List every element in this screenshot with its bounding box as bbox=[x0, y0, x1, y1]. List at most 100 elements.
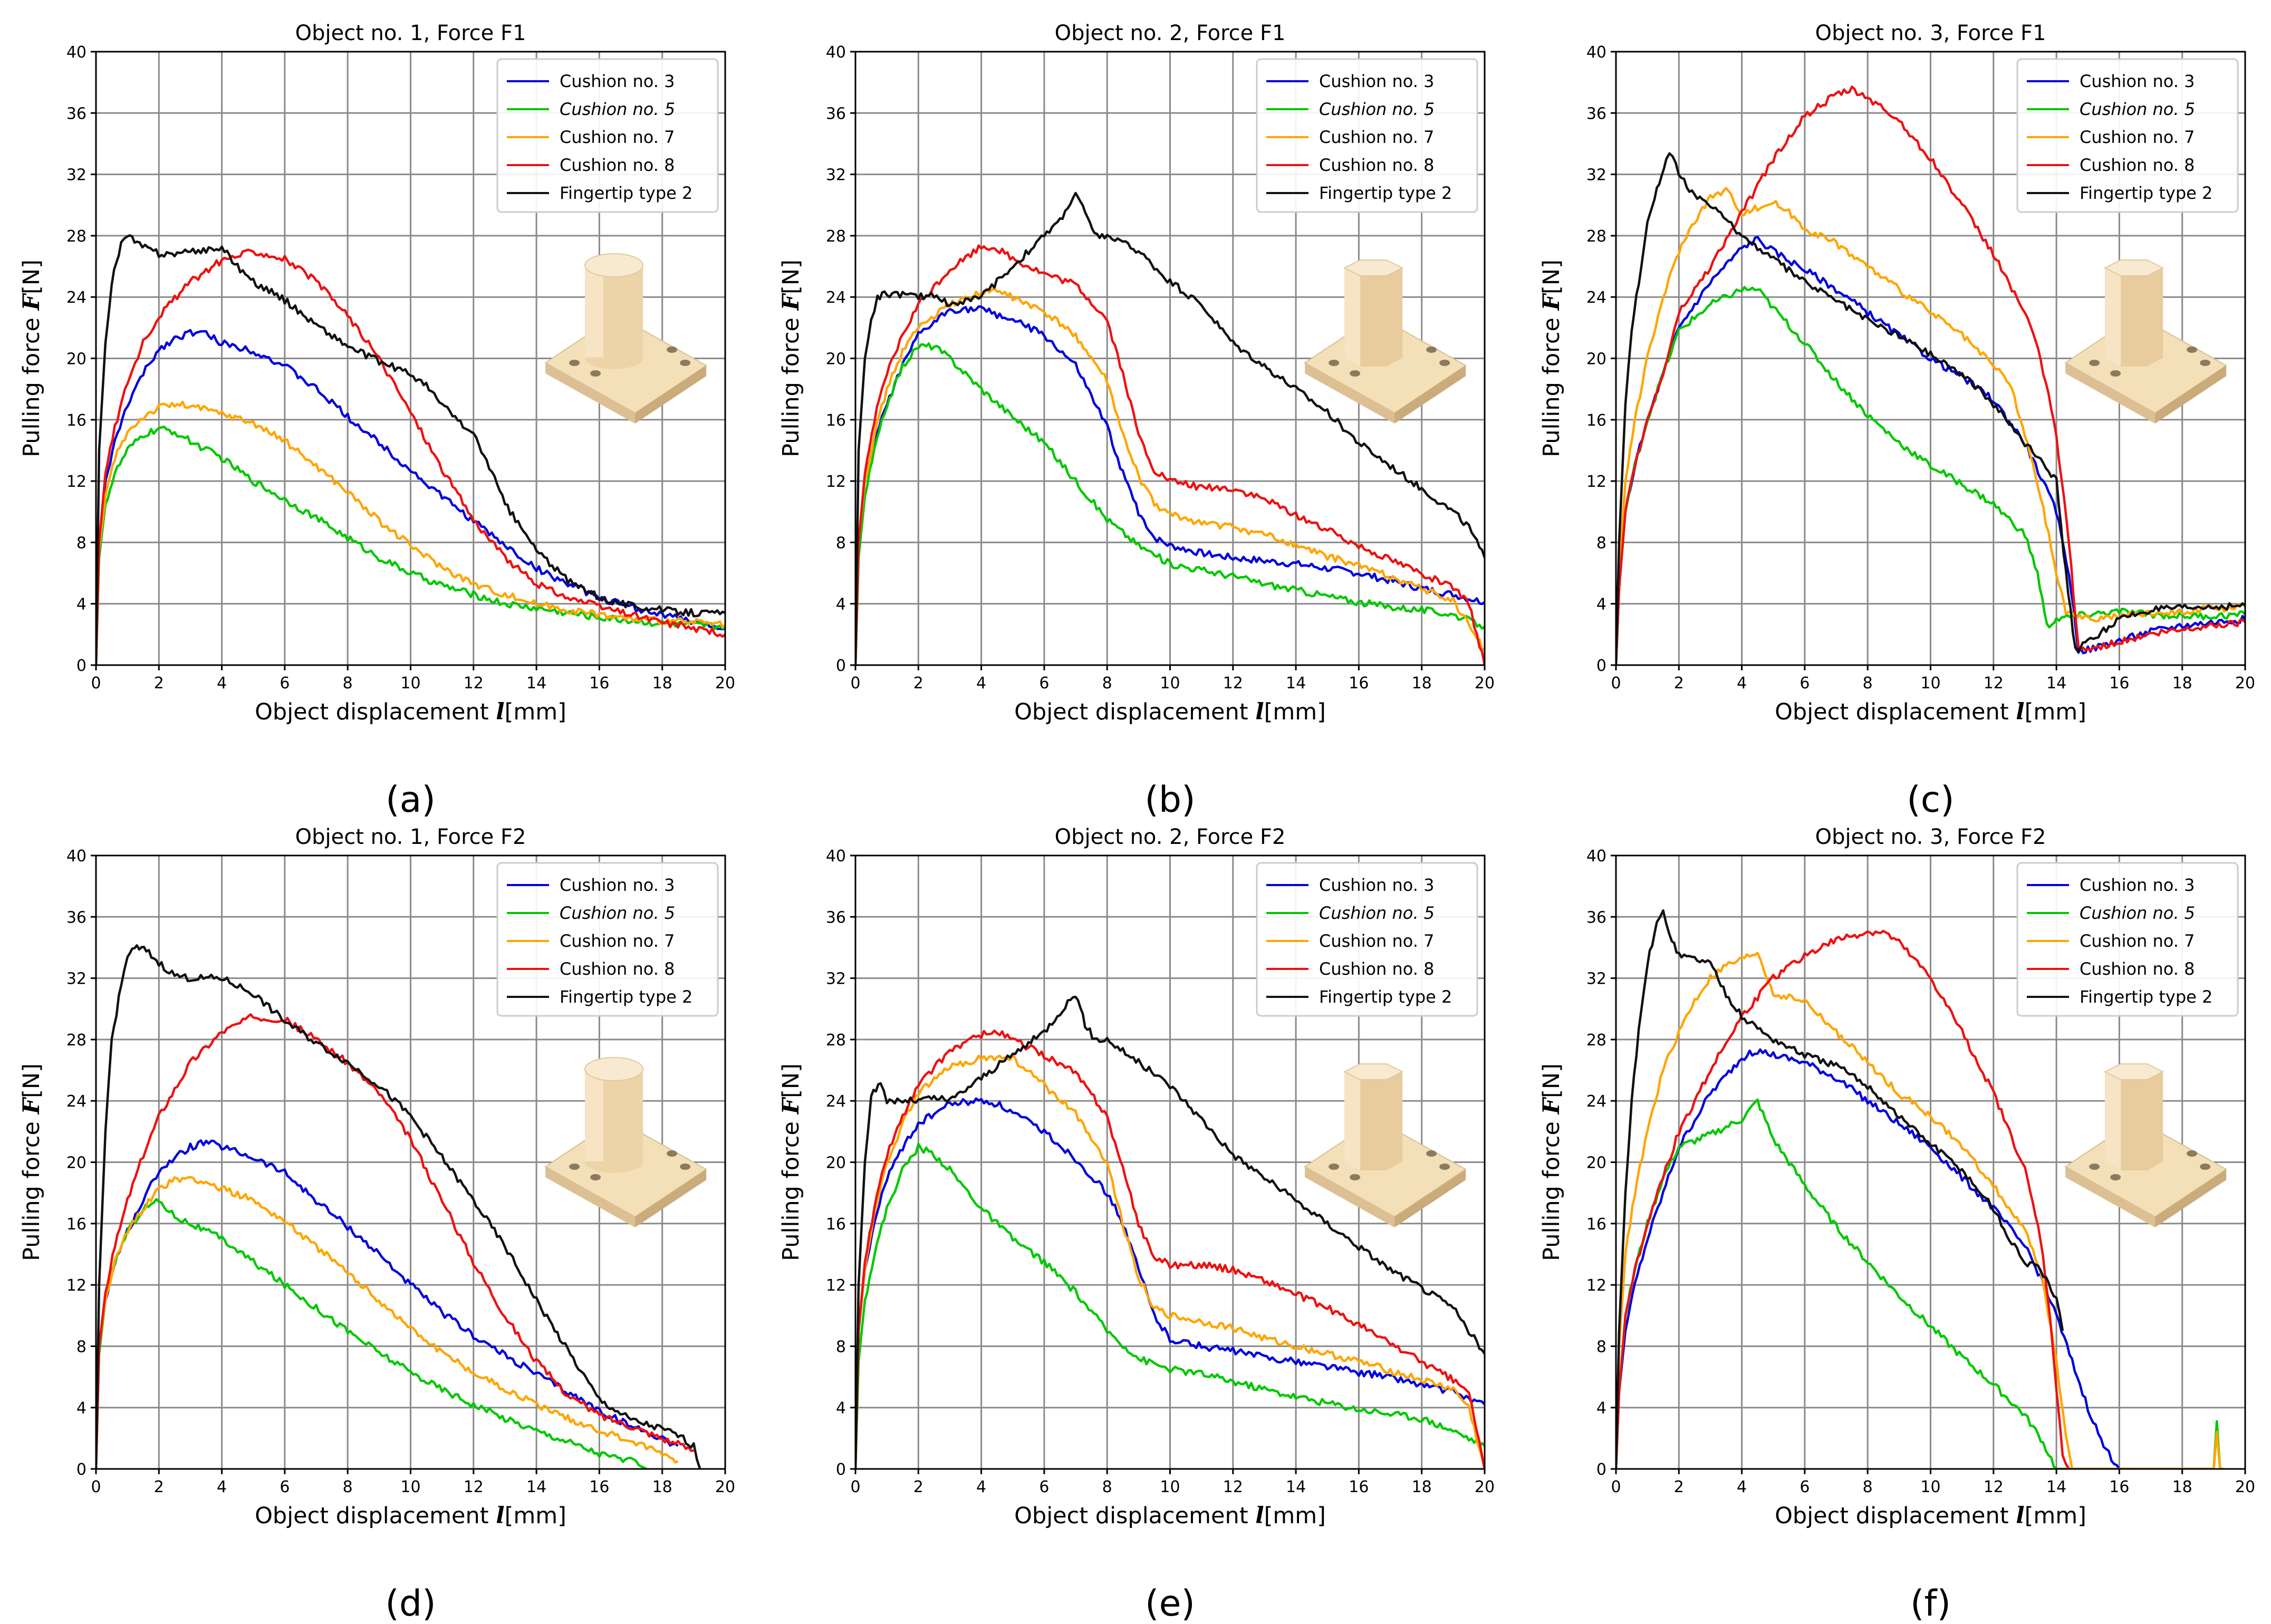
series-line-1 bbox=[855, 1097, 1485, 1469]
x-tick-label: 4 bbox=[217, 674, 227, 693]
series-line-4 bbox=[855, 244, 1485, 665]
legend-entry: Cushion no. 3 bbox=[2080, 71, 2195, 91]
object-illustration-icon bbox=[544, 253, 708, 424]
x-tick-label: 8 bbox=[1102, 1478, 1112, 1496]
y-tick-label: 0 bbox=[1596, 657, 1606, 675]
y-tick-label: 20 bbox=[826, 350, 846, 369]
x-tick-label: 2 bbox=[913, 674, 923, 693]
x-tick-label: 8 bbox=[1863, 1478, 1873, 1496]
legend-box bbox=[1256, 58, 1478, 213]
y-tick-label: 8 bbox=[1596, 1338, 1606, 1356]
legend: Cushion no. 3 Cushion no. 5 Cushion no. 7 C… bbox=[2016, 862, 2239, 1017]
x-tick-label: 14 bbox=[526, 674, 546, 693]
x-tick-label: 14 bbox=[1286, 1478, 1306, 1496]
panel-caption: (e) bbox=[1145, 1583, 1195, 1624]
x-tick-label: 14 bbox=[526, 1478, 546, 1496]
y-tick-label: 16 bbox=[826, 411, 846, 430]
y-tick-label: 16 bbox=[66, 1215, 86, 1234]
x-tick-label: 10 bbox=[1920, 1478, 1940, 1496]
chart-panel-2: 0 2 4 6 8 10 12 14 16 18 200481216202428323640Obje… bbox=[778, 21, 1495, 821]
series-line-4 bbox=[1616, 929, 2070, 1469]
x-tick-label: 0 bbox=[850, 1478, 860, 1496]
y-axis-label: Pulling force F[N] bbox=[1538, 1063, 1565, 1261]
object-illustration-icon bbox=[1304, 259, 1467, 424]
legend-entry: Fingertip type 2 bbox=[560, 183, 692, 203]
y-tick-label: 40 bbox=[826, 847, 846, 866]
legend-entry: Cushion no. 7 bbox=[1319, 127, 1435, 147]
series-line-1 bbox=[96, 1139, 679, 1469]
series-line-4 bbox=[96, 248, 725, 665]
x-tick-label: 18 bbox=[1412, 1478, 1432, 1496]
x-axis-label: Object displacement l[mm] bbox=[1014, 699, 1326, 725]
y-tick-label: 36 bbox=[1586, 908, 1606, 927]
y-tick-label: 24 bbox=[1586, 289, 1606, 307]
y-tick-label: 20 bbox=[1586, 350, 1606, 369]
x-tick-label: 10 bbox=[400, 1478, 420, 1496]
panel-caption: (a) bbox=[386, 779, 436, 821]
x-tick-label: 14 bbox=[2046, 1478, 2066, 1496]
series-line-4 bbox=[96, 1013, 694, 1469]
y-tick-label: 28 bbox=[1586, 227, 1606, 246]
object-illustration-icon bbox=[544, 1056, 708, 1227]
series-line-3 bbox=[855, 1053, 1485, 1469]
y-tick-label: 40 bbox=[66, 43, 86, 62]
y-tick-label: 4 bbox=[76, 595, 86, 614]
series-group bbox=[1616, 85, 2245, 665]
x-tick-label: 0 bbox=[91, 674, 101, 693]
x-tick-label: 0 bbox=[1611, 674, 1621, 693]
legend-entry: Cushion no. 7 bbox=[560, 931, 675, 951]
legend-entry: Cushion no. 7 bbox=[560, 127, 675, 147]
y-tick-label: 8 bbox=[1596, 534, 1606, 552]
series-line-3 bbox=[96, 1176, 679, 1469]
legend: Cushion no. 3 Cushion no. 5 Cushion no. 7 C… bbox=[1256, 862, 1478, 1017]
chart-panel-1: 0 2 4 6 8 10 12 14 16 18 200481216202428323640Obje… bbox=[18, 21, 735, 821]
x-tick-label: 20 bbox=[1475, 674, 1495, 693]
legend-entry: Cushion no. 3 bbox=[1319, 875, 1435, 895]
legend-entry: Cushion no. 8 bbox=[560, 959, 675, 979]
y-tick-label: 28 bbox=[1586, 1031, 1606, 1050]
y-tick-label: 12 bbox=[1586, 1276, 1606, 1295]
x-tick-label: 6 bbox=[280, 674, 290, 693]
x-tick-label: 10 bbox=[1160, 674, 1180, 693]
y-tick-label: 32 bbox=[1586, 970, 1606, 988]
legend-entry: Fingertip type 2 bbox=[2080, 987, 2212, 1007]
legend-entry: Cushion no. 5 bbox=[560, 903, 675, 923]
x-tick-label: 8 bbox=[343, 1478, 353, 1496]
y-tick-label: 16 bbox=[826, 1215, 846, 1234]
series-line-2 bbox=[1616, 285, 2245, 665]
legend-box bbox=[2016, 58, 2239, 213]
series-line-5 bbox=[1616, 909, 2064, 1469]
x-tick-label: 18 bbox=[2172, 1478, 2192, 1496]
series-line-2 bbox=[96, 425, 725, 665]
x-tick-label: 0 bbox=[850, 674, 860, 693]
y-tick-label: 16 bbox=[1586, 1215, 1606, 1234]
legend-entry: Cushion no. 5 bbox=[2080, 903, 2195, 923]
x-tick-label: 16 bbox=[2109, 1478, 2129, 1496]
x-tick-label: 4 bbox=[976, 1478, 986, 1496]
chart-title: Object no. 3, Force F1 bbox=[1815, 21, 2046, 45]
y-tick-label: 4 bbox=[836, 1399, 846, 1418]
y-tick-label: 32 bbox=[826, 166, 846, 185]
x-tick-label: 12 bbox=[1984, 674, 2004, 693]
chart-title: Object no. 2, Force F1 bbox=[1055, 21, 1286, 45]
y-axis-label: Pulling force F[N] bbox=[778, 1063, 804, 1261]
x-tick-label: 18 bbox=[652, 1478, 672, 1496]
series-line-5 bbox=[855, 191, 1485, 665]
chart-panel-6: 0 2 4 6 8 10 12 14 16 18 200481216202428323640Obje… bbox=[1538, 825, 2255, 1624]
series-group bbox=[855, 191, 1485, 665]
x-tick-label: 6 bbox=[1800, 1478, 1810, 1496]
y-tick-label: 4 bbox=[836, 595, 846, 614]
y-tick-label: 4 bbox=[1596, 595, 1606, 614]
chart-panel-5: 0 2 4 6 8 10 12 14 16 18 200481216202428323640Obje… bbox=[778, 825, 1495, 1624]
x-tick-label: 12 bbox=[1223, 674, 1243, 693]
series-line-2 bbox=[96, 1198, 647, 1469]
legend-entry: Cushion no. 3 bbox=[560, 875, 675, 895]
series-line-5 bbox=[1616, 152, 2245, 665]
y-tick-label: 8 bbox=[836, 534, 846, 552]
x-tick-label: 2 bbox=[1674, 1478, 1684, 1496]
x-tick-label: 18 bbox=[2172, 674, 2192, 693]
y-tick-label: 12 bbox=[66, 473, 86, 491]
chart-title: Object no. 1, Force F1 bbox=[295, 21, 526, 45]
series-line-3 bbox=[96, 400, 725, 665]
